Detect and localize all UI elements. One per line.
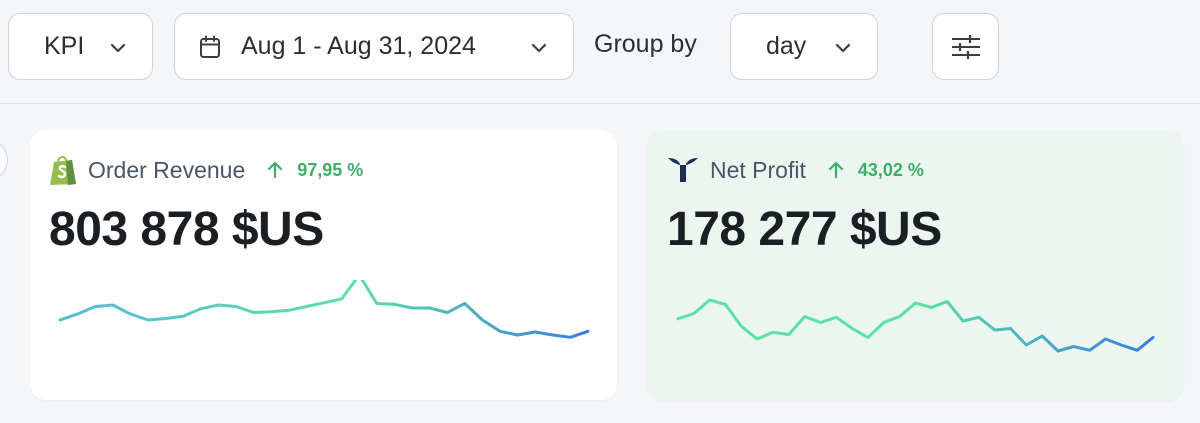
group-by-value: day: [766, 32, 807, 60]
trend-badge: 43,02 %: [828, 160, 924, 181]
chevron-down-icon: [835, 43, 851, 53]
filter-settings-button[interactable]: [932, 13, 999, 80]
sparkline-path: [676, 298, 1155, 353]
kpi-card-order-revenue[interactable]: Order Revenue 97,95 % 803 878 $US: [30, 130, 617, 400]
sliders-icon: [951, 34, 980, 59]
sparkline-chart: [676, 298, 1155, 353]
group-by-dropdown[interactable]: day: [730, 13, 878, 80]
trend-badge: 97,95 %: [267, 160, 363, 181]
date-range-picker[interactable]: Aug 1 - Aug 31, 2024: [174, 13, 574, 80]
sparkline-chart: [58, 280, 590, 339]
kpi-dropdown[interactable]: KPI: [8, 13, 153, 80]
trend-value: 43,02 %: [857, 159, 924, 180]
card-header: Net Profit 43,02 %: [666, 154, 924, 186]
chevron-down-icon: [531, 43, 547, 53]
filter-toolbar: KPI Aug 1 - Aug 31, 2024 Group by day: [0, 0, 1200, 104]
arrow-up-icon: [828, 161, 843, 179]
group-by-label: Group by: [594, 30, 697, 58]
arrow-up-icon: [268, 161, 283, 179]
card-value: 178 277 $US: [667, 203, 942, 256]
card-title: Order Revenue: [88, 156, 246, 183]
chevron-down-icon: [110, 43, 126, 53]
sparkline-path: [58, 280, 590, 339]
kpi-card-net-profit[interactable]: Net Profit 43,02 % 178 277 $US: [648, 130, 1183, 400]
scroll-left-handle[interactable]: [0, 140, 8, 180]
trend-value: 97,95 %: [297, 159, 364, 180]
card-title: Net Profit: [710, 156, 806, 183]
kpi-dropdown-label: KPI: [44, 32, 85, 60]
card-header: Order Revenue 97,95 %: [48, 154, 363, 186]
calendar-icon: [200, 35, 220, 58]
card-value: 803 878 $US: [49, 203, 324, 256]
triple-whale-icon: [668, 158, 698, 182]
shopify-bag-icon: [50, 156, 76, 185]
date-range-label: Aug 1 - Aug 31, 2024: [241, 32, 476, 60]
